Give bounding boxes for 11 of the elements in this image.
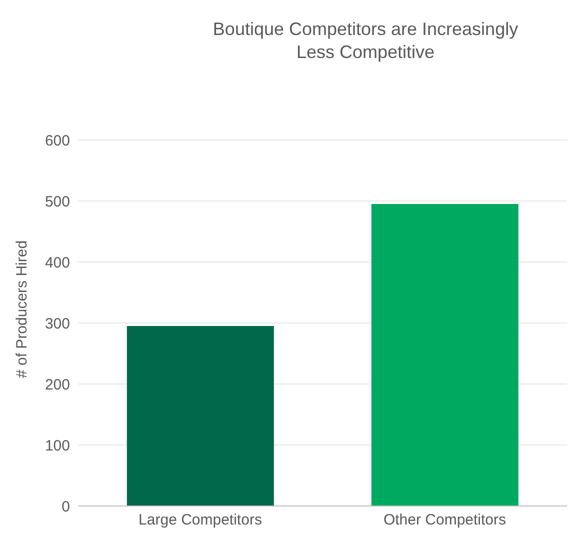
x-tick-label: Other Competitors bbox=[383, 512, 506, 529]
y-tick-label: 600 bbox=[44, 132, 70, 150]
y-axis-title: # of Producers Hired bbox=[13, 240, 30, 378]
y-tick-label: 300 bbox=[44, 315, 70, 332]
y-tick-label: 500 bbox=[44, 193, 70, 210]
y-tick-label: 0 bbox=[62, 498, 70, 516]
y-tick-label: 200 bbox=[44, 376, 70, 394]
x-tick-label: Large Competitors bbox=[138, 512, 262, 529]
chart-title: Boutique Competitors are Increasingly Less Competitive bbox=[212, 18, 520, 64]
y-tick-label: 400 bbox=[44, 254, 70, 272]
y-tick-label: 100 bbox=[44, 437, 70, 454]
